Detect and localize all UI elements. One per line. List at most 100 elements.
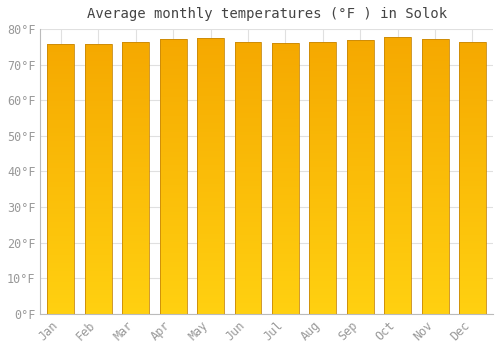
Bar <box>422 102 448 105</box>
Bar <box>160 245 186 248</box>
Bar <box>310 306 336 308</box>
Bar <box>384 123 411 126</box>
Bar <box>384 281 411 284</box>
Bar <box>234 148 262 151</box>
Bar <box>122 99 149 102</box>
Bar <box>384 120 411 123</box>
Bar <box>347 306 374 308</box>
Bar <box>197 237 224 239</box>
Bar <box>310 148 336 150</box>
Bar <box>234 183 262 186</box>
Bar <box>459 249 486 251</box>
Bar <box>347 169 374 172</box>
Bar <box>48 206 74 209</box>
Bar <box>310 251 336 254</box>
Bar <box>384 292 411 294</box>
Bar <box>459 208 486 211</box>
Bar <box>234 75 262 78</box>
Bar <box>272 208 299 211</box>
Bar <box>459 146 486 148</box>
Bar <box>384 43 411 46</box>
Bar <box>272 173 299 176</box>
Bar <box>160 256 186 259</box>
Bar <box>85 222 112 225</box>
Bar <box>234 230 262 232</box>
Bar <box>347 141 374 144</box>
Bar <box>310 164 336 167</box>
Bar <box>272 178 299 181</box>
Bar <box>347 125 374 127</box>
Bar <box>48 195 74 198</box>
Bar <box>347 248 374 251</box>
Bar <box>272 200 299 203</box>
Bar <box>422 245 448 248</box>
Bar <box>310 50 336 52</box>
Bar <box>48 308 74 311</box>
Bar <box>122 200 149 203</box>
Bar <box>85 141 112 144</box>
Bar <box>197 107 224 110</box>
Bar <box>272 211 299 213</box>
Bar <box>122 151 149 154</box>
Bar <box>48 203 74 206</box>
Bar <box>234 227 262 230</box>
Bar <box>272 303 299 306</box>
Bar <box>310 259 336 262</box>
Bar <box>122 281 149 284</box>
Bar <box>310 77 336 80</box>
Bar <box>197 270 224 273</box>
Bar <box>85 187 112 190</box>
Bar <box>347 163 374 166</box>
Bar <box>48 276 74 279</box>
Bar <box>234 197 262 200</box>
Bar <box>459 289 486 292</box>
Bar <box>234 94 262 97</box>
Bar <box>310 55 336 58</box>
Bar <box>122 146 149 148</box>
Bar <box>459 311 486 314</box>
Bar <box>459 292 486 295</box>
Bar <box>85 182 112 184</box>
Bar <box>122 289 149 292</box>
Bar <box>384 51 411 54</box>
Bar <box>85 82 112 85</box>
Bar <box>422 275 448 278</box>
Bar <box>310 104 336 107</box>
Bar <box>272 51 299 54</box>
Bar <box>160 207 186 209</box>
Bar <box>272 116 299 119</box>
Bar <box>310 178 336 181</box>
Bar <box>85 104 112 106</box>
Bar <box>272 160 299 162</box>
Bar <box>459 61 486 64</box>
Bar <box>160 69 186 72</box>
Bar <box>85 149 112 152</box>
Bar <box>160 116 186 119</box>
Bar <box>310 47 336 50</box>
Bar <box>234 124 262 126</box>
Bar <box>234 42 262 45</box>
Bar <box>48 193 74 195</box>
Bar <box>85 179 112 182</box>
Bar <box>234 162 262 164</box>
Bar <box>234 99 262 102</box>
Bar <box>272 311 299 314</box>
Bar <box>85 201 112 203</box>
Bar <box>48 52 74 55</box>
Bar <box>384 126 411 128</box>
Bar <box>234 132 262 135</box>
Bar <box>347 42 374 45</box>
Bar <box>160 99 186 102</box>
Bar <box>85 190 112 192</box>
Bar <box>347 251 374 253</box>
Bar <box>310 61 336 63</box>
Bar <box>459 50 486 53</box>
Bar <box>459 105 486 107</box>
Bar <box>122 240 149 243</box>
Bar <box>85 265 112 268</box>
Bar <box>160 113 186 116</box>
Bar <box>234 126 262 129</box>
Bar <box>85 163 112 166</box>
Bar <box>160 209 186 212</box>
Bar <box>234 281 262 284</box>
